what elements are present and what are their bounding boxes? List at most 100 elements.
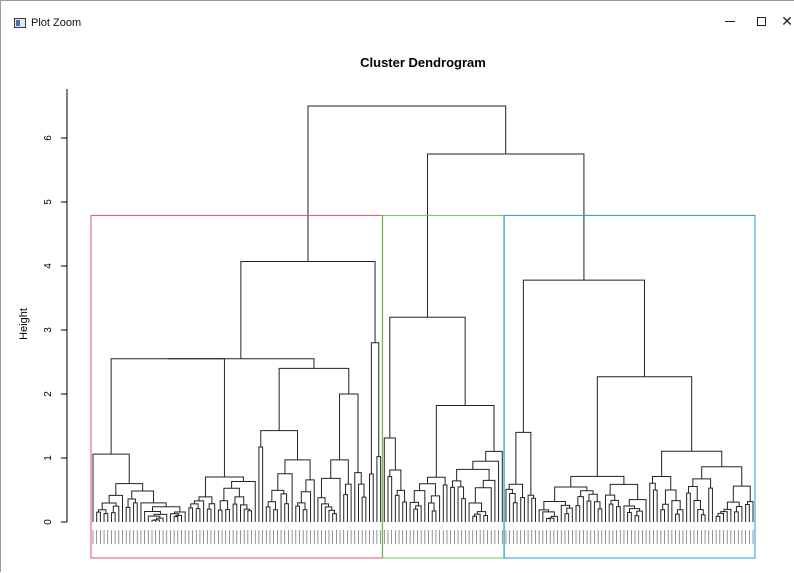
dendrogram-branch [531, 497, 536, 522]
dendrogram-branch [616, 506, 621, 522]
dendrogram-branch [295, 505, 300, 522]
dendrogram-branch [732, 485, 751, 503]
dendrogram-branch [277, 473, 293, 522]
dendrogram-branch [726, 501, 740, 510]
dendrogram-branch [652, 489, 658, 522]
dendrogram-branch [515, 431, 532, 496]
dendrogram-branch [231, 481, 256, 522]
dendrogram-branch [278, 367, 350, 431]
minimize-icon [725, 20, 735, 22]
dendrogram-branch [361, 496, 367, 522]
dendrogram-branch [693, 499, 701, 522]
dendrogram-branch [564, 513, 570, 522]
dendrogram-branch [426, 153, 585, 318]
dendrogram-branches [92, 105, 754, 522]
dendrogram-branch [413, 508, 418, 522]
dendrogram-branch [701, 466, 743, 487]
dendrogram-branch [92, 453, 130, 522]
dendrogram-branch [125, 506, 131, 522]
dendrogram-branch [734, 511, 739, 522]
dendrogram-branch [745, 504, 750, 522]
dendrogram-branch [389, 469, 402, 491]
maximize-button[interactable] [746, 11, 776, 31]
dendrogram-branch [708, 487, 713, 522]
dendrogram-branch [223, 487, 240, 501]
dendrogram-branch [554, 486, 588, 502]
dendrogram-branch [370, 342, 380, 475]
dendrogram-branch [243, 508, 251, 522]
dendrogram-branch [457, 486, 465, 522]
dendrogram-branch [369, 473, 374, 522]
dendrogram-branch [206, 508, 212, 522]
dendrogram-branch [456, 468, 490, 481]
y-tick-label: 2 [43, 391, 54, 397]
dendrogram-branch [575, 505, 581, 522]
dendrogram-branch [396, 489, 406, 502]
dendrogram-branch [474, 513, 481, 522]
close-button[interactable]: ✕ [772, 11, 794, 31]
dendrogram-branch [198, 496, 213, 504]
dendrogram-branch [302, 509, 308, 522]
dendrogram-branch [546, 518, 551, 522]
dendrogram-branch [225, 509, 230, 522]
dendrogram-branch [300, 491, 312, 522]
dendrogram-branch [461, 498, 466, 522]
dendrogram-branch [96, 511, 101, 522]
title-bar[interactable]: Plot Zoom ✕ [1, 1, 794, 31]
dendrogram-branch [328, 509, 336, 522]
dendrogram-branch [508, 483, 524, 498]
dendrogram-branch [623, 505, 636, 522]
dendrogram-branch [133, 502, 138, 522]
dendrogram-branch [409, 501, 419, 522]
dendrogram-branch [474, 487, 492, 522]
dendrogram-branch [232, 503, 238, 522]
minimize-button[interactable] [715, 11, 745, 31]
dendrogram-branch [394, 494, 400, 522]
dendrogram-branch [593, 501, 601, 522]
dendrogram-branch [664, 489, 677, 505]
dendrogram-branch [596, 376, 693, 477]
dendrogram-branch [115, 483, 144, 496]
dendrogram-branch [389, 316, 466, 438]
dendrogram-branch [649, 482, 656, 522]
close-icon: ✕ [781, 12, 793, 29]
dendrogram-branch [468, 502, 483, 522]
dendrogram-branch [586, 500, 592, 522]
dendrogram-branch [343, 494, 348, 522]
dendrogram-branch [284, 459, 311, 480]
dendrogram-branch [426, 476, 446, 486]
dendrogram-branch [167, 358, 315, 369]
y-tick-label: 0 [43, 519, 54, 525]
dendrogram-branch [247, 510, 253, 522]
dendrogram-branch [608, 503, 614, 522]
dendrogram-branch [482, 479, 496, 522]
dendrogram-branch [332, 513, 337, 522]
leaf-labels [92, 530, 754, 544]
dendrogram-branch [431, 510, 437, 522]
y-tick-label: 1 [43, 455, 54, 461]
dendrogram-branch [151, 519, 157, 522]
dendrogram-branch [153, 519, 160, 522]
dendrogram-branch [219, 500, 229, 510]
y-tick-label: 4 [43, 263, 54, 269]
dendrogram-branch [520, 497, 525, 522]
dendrogram-branch [387, 476, 393, 522]
dendrogram-branch [208, 503, 216, 522]
plot-window-icon [14, 18, 26, 28]
dendrogram-branch [717, 512, 725, 522]
dendrogram-branch [662, 503, 669, 522]
cluster-rectangles [90, 214, 756, 559]
dendrogram-branch [110, 512, 116, 522]
dendrogram-branch [628, 508, 641, 513]
dendrogram-branch [428, 502, 435, 522]
dendrogram-branch [273, 509, 278, 522]
dendrogram-branch [610, 499, 619, 507]
dendrogram-branch [634, 515, 640, 522]
dendrogram-branch [485, 450, 503, 522]
dendrogram-branch [570, 475, 625, 487]
dendrogram-branch [627, 511, 632, 522]
dendrogram-branch [267, 501, 277, 510]
dendrogram-branch [676, 509, 684, 522]
